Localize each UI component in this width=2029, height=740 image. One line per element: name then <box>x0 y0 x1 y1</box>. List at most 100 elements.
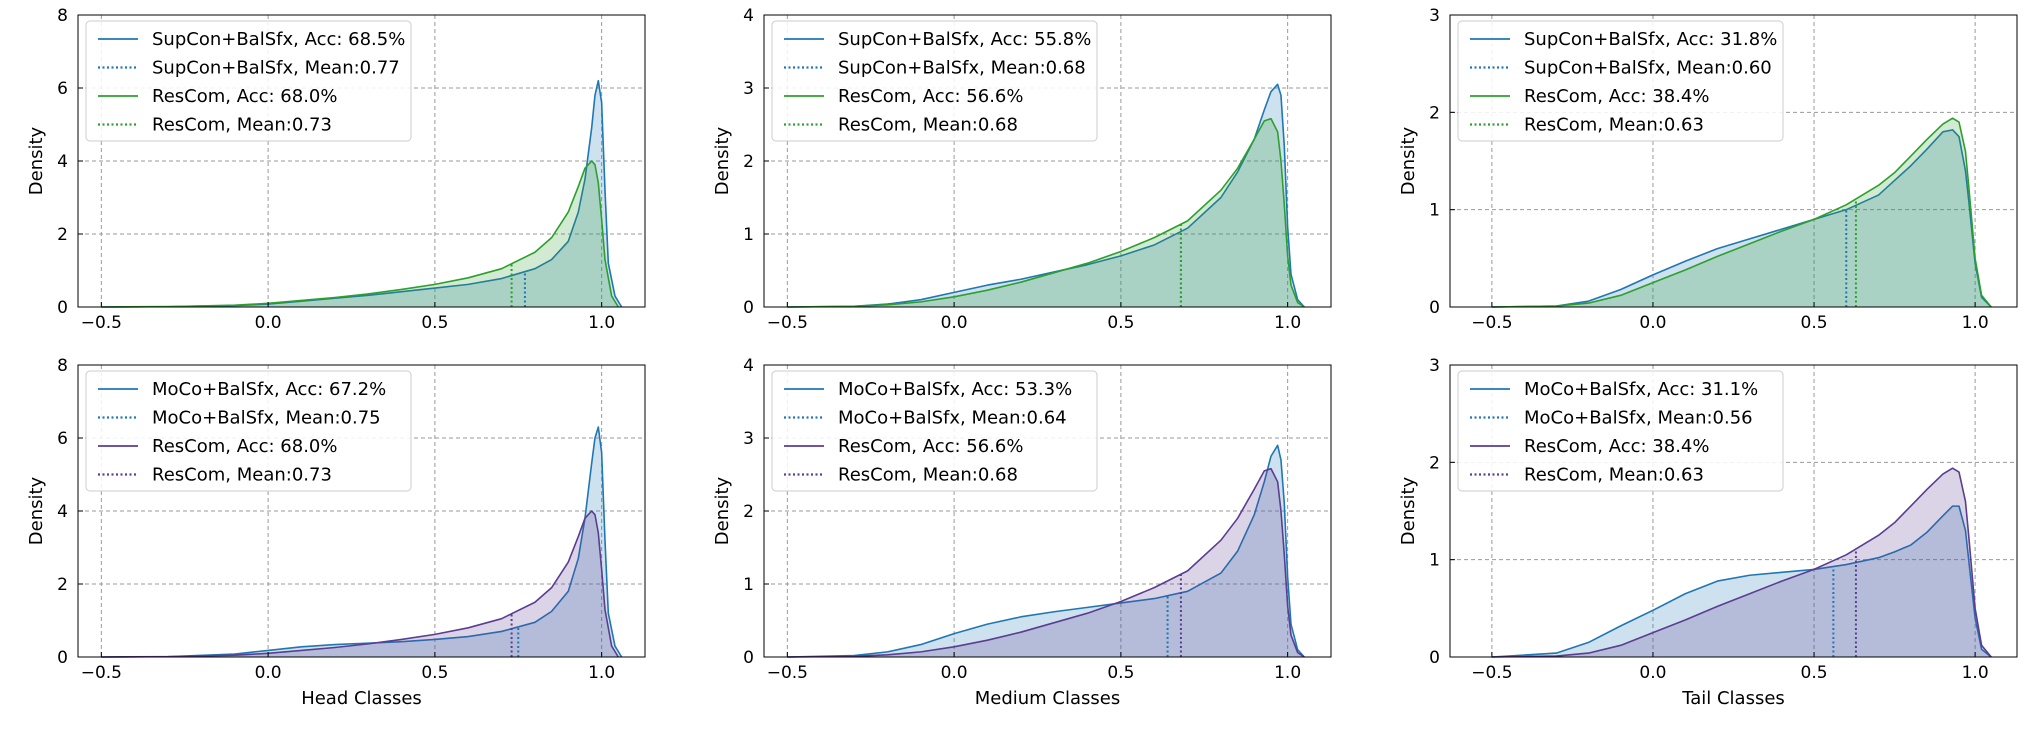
x-tick-label: 0.5 <box>421 663 448 683</box>
legend-entry: SupCon+BalSfx, Mean:0.68 <box>838 58 1086 79</box>
x-axis-label: Tail Classes <box>1681 688 1785 709</box>
legend-entry: SupCon+BalSfx, Acc: 68.5% <box>152 29 405 50</box>
legend-entry: ResCom, Mean:0.63 <box>1524 115 1704 136</box>
legend-entry: ResCom, Acc: 56.6% <box>838 436 1023 457</box>
x-tick-label: 1.0 <box>588 663 615 683</box>
legend: SupCon+BalSfx, Acc: 68.5% SupCon+BalSfx, … <box>85 20 412 142</box>
legend-box <box>1457 20 1784 142</box>
y-axis-label: Density <box>1398 476 1419 545</box>
legend: MoCo+BalSfx, Acc: 67.2% MoCo+BalSfx, Mean… <box>85 370 412 492</box>
x-tick-label: −0.5 <box>767 313 808 333</box>
density-fill-baseline <box>101 427 622 657</box>
legend-entry: ResCom, Mean:0.73 <box>152 115 332 136</box>
x-tick-label: 0.0 <box>941 663 968 683</box>
x-axis-label: Head Classes <box>301 688 422 709</box>
legend-entry: MoCo+BalSfx, Mean:0.75 <box>152 408 381 429</box>
y-tick-label: 1 <box>1429 551 1440 571</box>
x-tick-label: 0.0 <box>1639 663 1666 683</box>
panel-bottom-left: −0.5 0.0 0.5 1.0 0 2 4 6 8 Density Head Classes MoC… <box>26 356 646 709</box>
density-line-rescom <box>101 160 620 308</box>
y-tick-label: 3 <box>743 79 754 99</box>
y-tick-label: 0 <box>57 298 68 318</box>
panel-bottom-right: −0.5 0.0 0.5 1.0 0 1 2 3 Density Tail Classes MoCo… <box>1398 356 2018 709</box>
y-axis-label: Density <box>26 126 47 195</box>
density-line-baseline <box>1491 129 1992 308</box>
density-line-baseline <box>787 83 1305 308</box>
density-fill-baseline <box>787 445 1305 657</box>
legend-entry: ResCom, Mean:0.63 <box>1524 465 1704 486</box>
legend-entry: ResCom, Acc: 38.4% <box>1524 436 1709 457</box>
density-fill-baseline <box>787 84 1305 307</box>
density-fill-rescom <box>101 511 619 657</box>
x-tick-label: 0.0 <box>941 313 968 333</box>
y-tick-label: 1 <box>743 225 754 245</box>
density-fill-rescom <box>787 468 1305 657</box>
x-tick-label: 0.5 <box>1801 663 1828 683</box>
x-tick-label: −0.5 <box>81 663 122 683</box>
x-tick-label: −0.5 <box>767 663 808 683</box>
density-line-baseline <box>787 444 1305 658</box>
density-fill-baseline <box>1491 506 1992 657</box>
y-tick-label: 1 <box>743 575 754 595</box>
panel-top-left: −0.5 0.0 0.5 1.0 0 2 4 6 8 Density SupCon+BalSfx, … <box>26 6 646 333</box>
y-tick-label: 0 <box>57 648 68 668</box>
panel-bottom-middle: −0.5 0.0 0.5 1.0 0 1 2 3 4 Density Medium Classes M… <box>712 356 1332 709</box>
axes-frame <box>1449 364 2018 658</box>
y-axis-label: Density <box>712 126 733 195</box>
y-tick-label: 3 <box>743 429 754 449</box>
legend: MoCo+BalSfx, Acc: 53.3% MoCo+BalSfx, Mean… <box>771 370 1098 492</box>
density-line-rescom <box>1491 117 1992 308</box>
legend-entry: ResCom, Acc: 38.4% <box>1524 86 1709 107</box>
legend-entry: ResCom, Mean:0.68 <box>838 465 1018 486</box>
y-tick-label: 2 <box>743 152 754 172</box>
x-tick-label: 1.0 <box>1962 663 1989 683</box>
legend-entry: SupCon+BalSfx, Acc: 55.8% <box>838 29 1091 50</box>
density-line-rescom <box>787 117 1305 308</box>
x-tick-label: 0.0 <box>1639 313 1666 333</box>
y-tick-label: 6 <box>57 429 68 449</box>
legend-entry: SupCon+BalSfx, Acc: 31.8% <box>1524 29 1777 50</box>
legend-box <box>85 370 412 492</box>
x-tick-label: 0.0 <box>255 313 282 333</box>
y-tick-label: 0 <box>1429 298 1440 318</box>
legend-entry: ResCom, Acc: 68.0% <box>152 86 337 107</box>
density-line-rescom <box>1491 467 1992 658</box>
legend-entry: MoCo+BalSfx, Acc: 31.1% <box>1524 379 1758 400</box>
y-tick-label: 4 <box>57 152 68 172</box>
legend-entry: ResCom, Mean:0.73 <box>152 465 332 486</box>
density-fill-rescom <box>101 161 619 307</box>
x-axis-label: Medium Classes <box>975 688 1121 709</box>
panel-top-middle: −0.5 0.0 0.5 1.0 0 1 2 3 4 Density SupCon+BalSfx, … <box>712 6 1332 333</box>
density-fill-rescom <box>1491 468 1992 657</box>
density-fill-baseline <box>1491 129 1992 307</box>
x-tick-label: −0.5 <box>1471 313 1512 333</box>
y-tick-label: 1 <box>1429 201 1440 221</box>
density-line-baseline <box>1491 505 1992 658</box>
y-tick-label: 8 <box>57 356 68 376</box>
density-fill-rescom <box>787 118 1305 307</box>
x-tick-label: 0.5 <box>1107 663 1134 683</box>
legend-box <box>85 20 412 142</box>
legend-entry: SupCon+BalSfx, Mean:0.60 <box>1524 58 1772 79</box>
y-tick-label: 0 <box>743 648 754 668</box>
density-line-rescom <box>101 510 620 658</box>
axes-frame <box>1449 14 2018 308</box>
density-fill-baseline <box>101 80 622 307</box>
y-tick-label: 0 <box>743 298 754 318</box>
legend-box <box>771 20 1098 142</box>
legend-box <box>1457 370 1784 492</box>
y-tick-label: 2 <box>1429 103 1440 123</box>
legend-entry: ResCom, Mean:0.68 <box>838 115 1018 136</box>
y-tick-label: 3 <box>1429 6 1440 26</box>
y-tick-label: 4 <box>57 502 68 522</box>
legend-entry: ResCom, Acc: 68.0% <box>152 436 337 457</box>
y-tick-label: 4 <box>743 6 754 26</box>
x-tick-label: 0.5 <box>1107 313 1134 333</box>
panel-top-right: −0.5 0.0 0.5 1.0 0 1 2 3 Density SupCon+BalSfx, A… <box>1398 6 2018 333</box>
legend-entry: MoCo+BalSfx, Acc: 67.2% <box>152 379 386 400</box>
y-tick-label: 2 <box>57 225 68 245</box>
legend: SupCon+BalSfx, Acc: 31.8% SupCon+BalSfx, … <box>1457 20 1784 142</box>
legend-entry: MoCo+BalSfx, Mean:0.56 <box>1524 408 1753 429</box>
legend-box <box>771 370 1098 492</box>
